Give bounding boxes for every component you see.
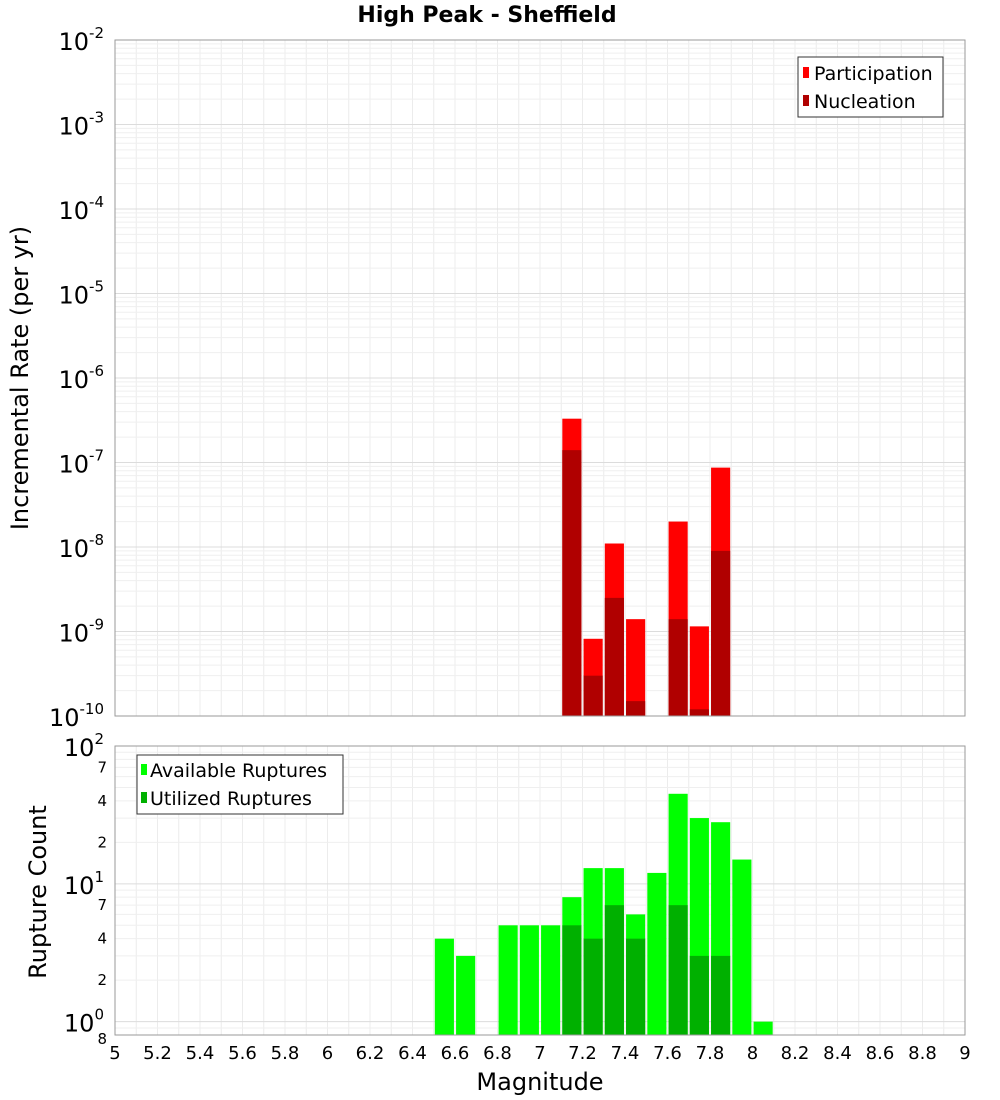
y-minor-tick-label: 4 (97, 792, 107, 810)
legend-swatch-participation (803, 67, 809, 78)
x-tick-label: 7.6 (653, 1043, 682, 1064)
x-axis-title: Magnitude (476, 1068, 603, 1096)
top-panel-y-ticks: 10-10 10-9 10-8 10-7 10-6 10-5 10-4 10-3 10-2 (49, 24, 104, 732)
legend-swatch-available (141, 764, 147, 775)
x-tick-label: 8.2 (781, 1043, 810, 1064)
legend-label-participation: Participation (814, 63, 933, 85)
y-minor-tick-label: 7 (97, 896, 107, 914)
top-panel-bars (562, 418, 731, 716)
bottom-y-axis-title: Rupture Count (24, 805, 52, 979)
x-tick-label: 8.8 (908, 1043, 937, 1064)
bottom-legend: Available Ruptures Utilized Ruptures (136, 754, 344, 815)
x-tick-label: 6.2 (356, 1043, 385, 1064)
x-tick-label: 5.6 (228, 1043, 257, 1064)
y-tick-label: 10-9 (58, 616, 104, 648)
x-tick-label: 5.2 (143, 1043, 172, 1064)
bar-available-ruptures (541, 925, 561, 1035)
legend-label-available: Available Ruptures (150, 760, 327, 782)
bar-available-ruptures (647, 872, 667, 1035)
legend-swatch-utilized (141, 792, 147, 803)
y-minor-tick-label: 4 (97, 930, 107, 948)
bar-utilized-ruptures (626, 938, 646, 1035)
y-minor-tick-label: 2 (97, 833, 107, 851)
x-tick-label: 5.8 (271, 1043, 300, 1064)
bar-nucleation (711, 550, 731, 716)
bar-participation (626, 619, 646, 716)
bottom-legend-box (136, 754, 344, 815)
top-legend-box (797, 56, 944, 118)
bar-utilized-ruptures (562, 925, 582, 1035)
bottom-panel-bars (434, 793, 773, 1035)
x-tick-label: 5 (109, 1043, 120, 1064)
legend-label-utilized: Utilized Ruptures (150, 788, 312, 810)
y-tick-label: 101 (64, 868, 104, 900)
y-minor-tick-label: 8 (97, 1030, 107, 1048)
top-panel-frame (114, 39, 966, 717)
bottom-panel-frame (114, 745, 966, 1036)
bar-nucleation (626, 701, 646, 716)
x-tick-label: 6 (322, 1043, 333, 1064)
y-tick-label: 10-5 (58, 278, 104, 310)
chart-title: High Peak - Sheffield (357, 3, 616, 28)
x-tick-label: 8 (747, 1043, 758, 1064)
x-tick-label: 6.8 (483, 1043, 512, 1064)
y-minor-tick-label: 7 (97, 758, 107, 776)
y-tick-label: 10-10 (49, 700, 104, 732)
bar-nucleation (583, 675, 603, 716)
bottom-panel-y-ticks: 100 101 102 8 2 4 7 2 4 7 (64, 730, 107, 1048)
top-y-axis-title: Incremental Rate (per yr) (6, 226, 34, 530)
top-legend: Participation Nucleation (797, 56, 944, 118)
bar-nucleation (689, 709, 709, 716)
legend-label-nucleation: Nucleation (814, 91, 916, 113)
x-tick-label: 7.8 (696, 1043, 725, 1064)
bar-available-ruptures (519, 925, 539, 1035)
bar-available-ruptures (434, 938, 454, 1035)
bar-available-ruptures (753, 1021, 773, 1035)
bar-utilized-ruptures (604, 905, 624, 1035)
bar-available-ruptures (456, 955, 476, 1035)
y-minor-tick-label: 2 (97, 971, 107, 989)
x-tick-label: 9 (959, 1043, 970, 1064)
x-tick-label: 6.4 (398, 1043, 427, 1064)
y-tick-label: 100 (64, 1006, 104, 1038)
bar-nucleation (604, 597, 624, 716)
x-tick-label: 5.4 (186, 1043, 215, 1064)
top-panel-grid (114, 40, 966, 717)
bar-participation (689, 626, 709, 716)
y-tick-label: 10-8 (58, 531, 104, 563)
y-tick-label: 10-4 (58, 193, 104, 225)
y-tick-label: 10-3 (58, 109, 104, 141)
bar-nucleation (562, 450, 582, 716)
x-tick-label: 8.4 (823, 1043, 852, 1064)
bar-utilized-ruptures (711, 955, 731, 1035)
x-tick-label: 7.2 (568, 1043, 597, 1064)
x-tick-label: 7.4 (611, 1043, 640, 1064)
x-axis-ticks: 5 5.2 5.4 5.6 5.8 6 6.2 6.4 6.6 6.8 7 7.2 7.4 7.6 7.8 8… (109, 1043, 970, 1064)
bar-utilized-ruptures (583, 938, 603, 1035)
y-tick-label: 10-6 (58, 362, 104, 394)
bar-available-ruptures (498, 925, 518, 1035)
legend-swatch-nucleation (803, 95, 809, 106)
x-tick-label: 7 (534, 1043, 545, 1064)
bar-nucleation (668, 619, 688, 716)
y-tick-label: 102 (64, 730, 104, 762)
x-tick-label: 6.6 (441, 1043, 470, 1064)
y-tick-label: 10-2 (58, 24, 104, 56)
y-tick-label: 10-7 (58, 447, 104, 479)
bar-utilized-ruptures (689, 955, 709, 1035)
bar-available-ruptures (732, 859, 752, 1035)
bar-utilized-ruptures (668, 905, 688, 1035)
x-tick-label: 8.6 (866, 1043, 895, 1064)
